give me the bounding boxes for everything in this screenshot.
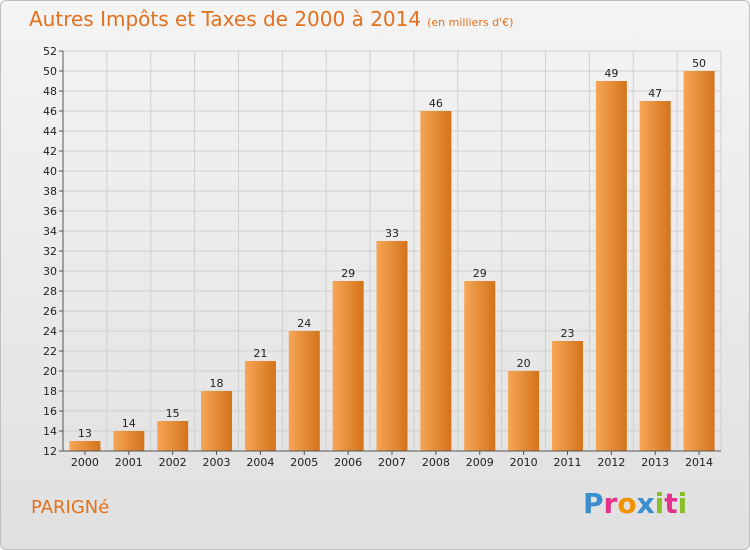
y-tick-label: 50 — [43, 65, 57, 78]
y-tick-label: 38 — [43, 185, 57, 198]
x-tick-label: 2011 — [553, 456, 581, 469]
y-tick-label: 30 — [43, 265, 57, 278]
data-label: 33 — [385, 227, 399, 240]
y-tick-label: 32 — [43, 245, 57, 258]
data-labels: 13 14 15 18 21 24 29 33 46 29 20 23 49 47 50 — [78, 57, 706, 440]
y-tick-label: 34 — [43, 225, 57, 238]
data-label: 20 — [517, 357, 531, 370]
bar — [420, 111, 452, 451]
data-label: 15 — [166, 407, 180, 420]
bar — [288, 331, 320, 451]
logo-letter: r — [603, 487, 618, 520]
logo-letter: x — [636, 487, 655, 520]
x-tick-label: 2012 — [597, 456, 625, 469]
bar — [332, 281, 364, 451]
data-label: 23 — [560, 327, 574, 340]
y-tick-label: 28 — [43, 285, 57, 298]
bar — [69, 441, 101, 451]
y-tick-label: 12 — [43, 445, 57, 458]
bar — [683, 71, 715, 451]
x-tick-label: 2014 — [685, 456, 713, 469]
logo-letter: P — [583, 487, 604, 520]
x-tick-label: 2004 — [246, 456, 274, 469]
y-tick-label: 42 — [43, 145, 57, 158]
data-label: 24 — [297, 317, 311, 330]
chart-unit: (en milliers d'€) — [427, 16, 514, 29]
x-tick-labels: 2000 2001 2002 2003 2004 2005 2006 2007 2008 2009… — [71, 451, 713, 469]
data-label: 29 — [473, 267, 487, 280]
y-tick-label: 48 — [43, 85, 57, 98]
bar — [639, 101, 671, 451]
y-tick-labels: 12 14 16 18 20 22 24 26 28 30 32 34 36 38 40 42 44 46 48 50… — [43, 45, 57, 458]
y-tick-label: 24 — [43, 325, 57, 338]
x-tick-label: 2002 — [159, 456, 187, 469]
data-label: 14 — [122, 417, 136, 430]
x-tick-label: 2006 — [334, 456, 362, 469]
data-label: 13 — [78, 427, 92, 440]
bar — [201, 391, 233, 451]
data-label: 29 — [341, 267, 355, 280]
x-tick-label: 2005 — [290, 456, 318, 469]
bar — [157, 421, 189, 451]
x-tick-label: 2000 — [71, 456, 99, 469]
y-tick-label: 20 — [43, 365, 57, 378]
chart-title-text: Autres Impôts et Taxes de 2000 à 2014 — [29, 7, 422, 31]
bar — [376, 241, 408, 451]
y-tick-label: 14 — [43, 425, 57, 438]
proxiti-logo: Proxiti — [583, 487, 687, 520]
bar — [508, 371, 540, 451]
y-tick-label: 16 — [43, 405, 57, 418]
x-tick-label: 2009 — [466, 456, 494, 469]
x-tick-label: 2013 — [641, 456, 669, 469]
y-tick-label: 52 — [43, 45, 57, 58]
y-tick-label: 36 — [43, 205, 57, 218]
y-tick-label: 22 — [43, 345, 57, 358]
logo-letter: i — [654, 487, 665, 520]
bar — [113, 431, 145, 451]
chart-title: Autres Impôts et Taxes de 2000 à 2014 (en… — [29, 7, 513, 31]
data-label: 21 — [253, 347, 267, 360]
logo-letter: t — [664, 487, 678, 520]
y-tick-label: 40 — [43, 165, 57, 178]
bars — [69, 71, 715, 451]
bar — [595, 81, 627, 451]
bar — [464, 281, 496, 451]
x-tick-label: 2008 — [422, 456, 450, 469]
data-label: 49 — [604, 67, 618, 80]
y-tick-label: 26 — [43, 305, 57, 318]
y-tick-label: 18 — [43, 385, 57, 398]
logo-letter: i — [677, 487, 688, 520]
x-tick-label: 2001 — [115, 456, 143, 469]
data-label: 47 — [648, 87, 662, 100]
logo-letter: o — [617, 487, 637, 520]
data-label: 46 — [429, 97, 443, 110]
commune-name: PARIGNé — [31, 497, 110, 518]
bar — [551, 341, 583, 451]
x-tick-label: 2007 — [378, 456, 406, 469]
bar — [244, 361, 276, 451]
x-tick-label: 2003 — [203, 456, 231, 469]
x-tick-label: 2010 — [510, 456, 538, 469]
y-tick-label: 44 — [43, 125, 57, 138]
data-label: 50 — [692, 57, 706, 70]
y-tick-label: 46 — [43, 105, 57, 118]
data-label: 18 — [210, 377, 224, 390]
